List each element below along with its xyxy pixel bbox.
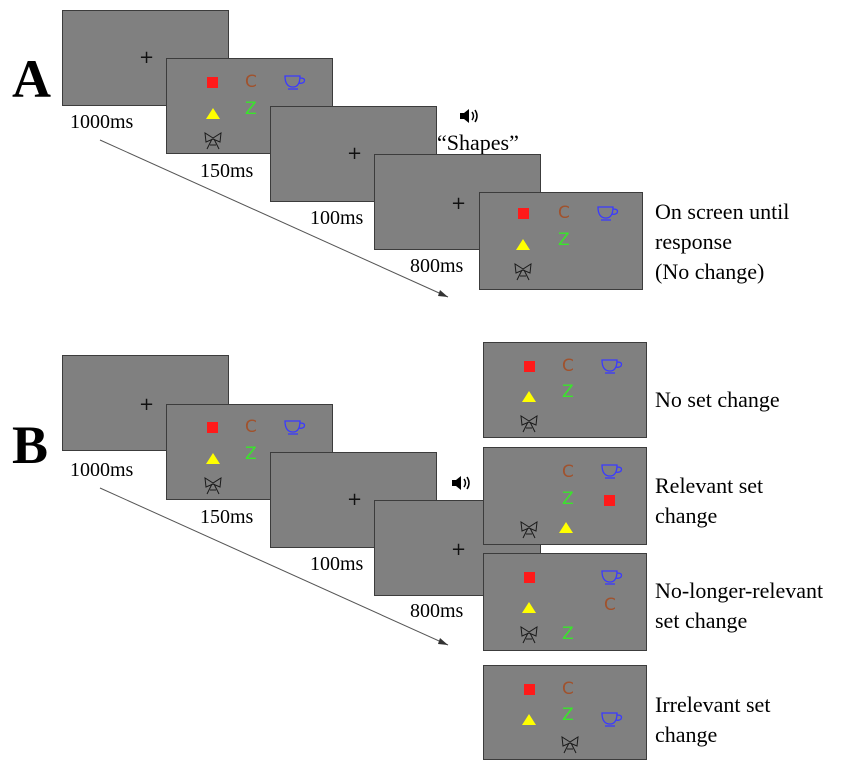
letter-z: Z: [562, 705, 574, 725]
probe-screen-irrelevant-set-change: C Z: [483, 665, 647, 760]
fixation-cross: +: [347, 489, 363, 510]
speaker-icon: [460, 109, 478, 123]
letter-z: Z: [562, 489, 574, 509]
probe-screen-relevant-set-change: C Z: [483, 447, 647, 545]
speaker-icon: [452, 476, 470, 490]
letter-z: Z: [562, 624, 574, 644]
red-square: [524, 684, 535, 695]
condition-label-line: No set change: [655, 387, 780, 412]
probe-screen-no-longer-relevant-set-change: C Z: [483, 553, 647, 651]
letter-c: C: [604, 595, 616, 615]
duration-label: 800ms: [410, 255, 464, 277]
duration-label: 100ms: [310, 553, 364, 575]
fixation-cross: +: [347, 143, 363, 164]
panel-label-b: B: [12, 415, 49, 475]
red-square: [604, 495, 615, 506]
bow-icon: [204, 132, 222, 150]
red-square: [207, 77, 218, 88]
yellow-triangle: [516, 239, 530, 250]
panel-label-a: A: [12, 49, 51, 109]
cup-icon: [601, 570, 623, 585]
probe-description-line: On screen until: [655, 199, 790, 224]
bow-icon: [514, 263, 532, 281]
duration-label: 1000ms: [70, 459, 134, 481]
yellow-triangle: [559, 522, 573, 533]
letter-z: Z: [562, 382, 574, 402]
duration-label: 150ms: [200, 506, 254, 528]
condition-label-line: Relevant set: [655, 473, 764, 498]
probe-description-line: response: [655, 229, 732, 254]
condition-label-line: change: [655, 722, 718, 747]
cup-icon: [284, 420, 306, 435]
condition-label: No-longer-relevant set change: [655, 576, 823, 636]
cup-icon: [601, 359, 623, 374]
letter-c: C: [562, 679, 574, 699]
letter-z: Z: [245, 99, 257, 119]
letter-c: C: [558, 203, 570, 223]
condition-label-line: No-longer-relevant: [655, 578, 824, 603]
bow-icon: [561, 736, 579, 754]
audio-cue-label: “Shapes”: [437, 130, 519, 155]
fixation-cross: +: [139, 394, 155, 415]
condition-label: No set change: [655, 385, 780, 415]
fixation-cross: +: [451, 193, 467, 214]
condition-label-line: set change: [655, 608, 748, 633]
fixation-cross: +: [451, 539, 467, 560]
condition-label-line: Irrelevant set: [655, 692, 771, 717]
probe-description: On screen until response (No change): [655, 197, 789, 287]
bow-icon: [204, 477, 222, 495]
duration-label: 1000ms: [70, 111, 134, 133]
cup-icon: [601, 464, 623, 479]
red-square: [524, 361, 535, 372]
cup-icon: [597, 206, 619, 221]
cup-icon: [601, 712, 623, 727]
probe-description-line: (No change): [655, 259, 765, 284]
yellow-triangle: [206, 108, 220, 119]
yellow-triangle: [206, 453, 220, 464]
probe-screen-no-set-change: C Z: [483, 342, 647, 438]
letter-z: Z: [245, 444, 257, 464]
yellow-triangle: [522, 714, 536, 725]
condition-label: Relevant set change: [655, 471, 763, 531]
condition-label: Irrelevant set change: [655, 690, 770, 750]
condition-label-line: change: [655, 503, 718, 528]
duration-label: 800ms: [410, 600, 464, 622]
duration-label: 100ms: [310, 207, 364, 229]
fixation-cross: +: [139, 47, 155, 68]
yellow-triangle: [522, 602, 536, 613]
bow-icon: [520, 415, 538, 433]
duration-label: 150ms: [200, 160, 254, 182]
bow-icon: [520, 521, 538, 539]
cup-icon: [284, 75, 306, 90]
yellow-triangle: [522, 391, 536, 402]
letter-c: C: [245, 72, 257, 92]
bow-icon: [520, 626, 538, 644]
red-square: [524, 572, 535, 583]
letter-z: Z: [558, 230, 570, 250]
probe-screen: C Z: [479, 192, 643, 290]
red-square: [518, 208, 529, 219]
red-square: [207, 422, 218, 433]
letter-c: C: [562, 356, 574, 376]
letter-c: C: [245, 417, 257, 437]
letter-c: C: [562, 462, 574, 482]
